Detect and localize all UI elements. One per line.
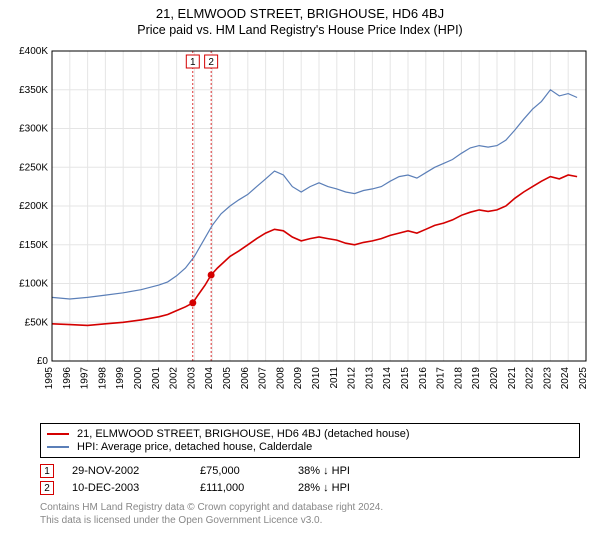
svg-text:£100K: £100K bbox=[19, 279, 48, 290]
svg-text:2004: 2004 bbox=[204, 367, 215, 390]
svg-text:1995: 1995 bbox=[44, 367, 55, 390]
svg-text:2009: 2009 bbox=[293, 367, 304, 390]
svg-text:£0: £0 bbox=[37, 356, 49, 367]
svg-text:2025: 2025 bbox=[578, 367, 589, 390]
svg-text:£150K: £150K bbox=[19, 240, 48, 251]
footer-line1: Contains HM Land Registry data © Crown c… bbox=[40, 501, 592, 514]
sale-marker-1: 1 bbox=[40, 464, 54, 478]
legend-row-hpi: HPI: Average price, detached house, Cald… bbox=[47, 441, 573, 453]
svg-text:2019: 2019 bbox=[471, 367, 482, 390]
legend-label-hpi: HPI: Average price, detached house, Cald… bbox=[77, 441, 312, 453]
sale-row: 2 10-DEC-2003 £111,000 28% ↓ HPI bbox=[40, 481, 592, 495]
svg-text:£400K: £400K bbox=[19, 46, 48, 57]
svg-text:1998: 1998 bbox=[97, 367, 108, 390]
svg-text:2021: 2021 bbox=[507, 367, 518, 390]
sales-list: 1 29-NOV-2002 £75,000 38% ↓ HPI 2 10-DEC… bbox=[40, 464, 592, 495]
legend-swatch-hpi bbox=[47, 446, 69, 448]
svg-text:2020: 2020 bbox=[489, 367, 500, 390]
sale-date: 29-NOV-2002 bbox=[72, 465, 182, 477]
svg-text:2018: 2018 bbox=[453, 367, 464, 390]
svg-text:2013: 2013 bbox=[364, 367, 375, 390]
svg-text:2016: 2016 bbox=[418, 367, 429, 390]
svg-text:2014: 2014 bbox=[382, 367, 393, 390]
svg-text:£50K: £50K bbox=[25, 317, 49, 328]
svg-text:2015: 2015 bbox=[400, 367, 411, 390]
svg-text:£250K: £250K bbox=[19, 162, 48, 173]
svg-text:1: 1 bbox=[190, 57, 196, 68]
svg-text:2003: 2003 bbox=[186, 367, 197, 390]
svg-text:£350K: £350K bbox=[19, 85, 48, 96]
sale-diff: 28% ↓ HPI bbox=[298, 482, 388, 494]
svg-text:2006: 2006 bbox=[240, 367, 251, 390]
page-subtitle: Price paid vs. HM Land Registry's House … bbox=[8, 23, 592, 37]
svg-text:2007: 2007 bbox=[258, 367, 269, 390]
svg-text:1996: 1996 bbox=[62, 367, 73, 390]
chart-svg: 1 2 £0 £50K £100K £150K £200K £250K £300K £350K £4… bbox=[8, 43, 592, 413]
svg-text:£200K: £200K bbox=[19, 201, 48, 212]
legend-row-property: 21, ELMWOOD STREET, BRIGHOUSE, HD6 4BJ (… bbox=[47, 428, 573, 440]
svg-text:2011: 2011 bbox=[329, 367, 340, 389]
svg-text:2010: 2010 bbox=[311, 367, 322, 390]
svg-text:2012: 2012 bbox=[347, 367, 358, 390]
footer-line2: This data is licensed under the Open Gov… bbox=[40, 514, 592, 527]
svg-text:2002: 2002 bbox=[169, 367, 180, 390]
sale-diff: 38% ↓ HPI bbox=[298, 465, 388, 477]
svg-text:2023: 2023 bbox=[542, 367, 553, 390]
svg-text:2005: 2005 bbox=[222, 367, 233, 390]
page-title: 21, ELMWOOD STREET, BRIGHOUSE, HD6 4BJ bbox=[8, 6, 592, 21]
sale-price: £111,000 bbox=[200, 482, 280, 494]
sale-date: 10-DEC-2003 bbox=[72, 482, 182, 494]
sale-row: 1 29-NOV-2002 £75,000 38% ↓ HPI bbox=[40, 464, 592, 478]
legend-swatch-property bbox=[47, 433, 69, 435]
svg-text:2024: 2024 bbox=[560, 367, 571, 390]
svg-text:£300K: £300K bbox=[19, 124, 48, 135]
sale-price: £75,000 bbox=[200, 465, 280, 477]
svg-text:1999: 1999 bbox=[115, 367, 126, 390]
svg-text:2000: 2000 bbox=[133, 367, 144, 390]
svg-text:2: 2 bbox=[208, 57, 214, 68]
price-chart: 1 2 £0 £50K £100K £150K £200K £250K £300K £350K £4… bbox=[8, 43, 592, 413]
legend-label-property: 21, ELMWOOD STREET, BRIGHOUSE, HD6 4BJ (… bbox=[77, 428, 410, 440]
sale-marker-2: 2 bbox=[40, 481, 54, 495]
legend-box: 21, ELMWOOD STREET, BRIGHOUSE, HD6 4BJ (… bbox=[40, 423, 580, 458]
svg-text:2017: 2017 bbox=[436, 367, 447, 390]
svg-text:2001: 2001 bbox=[151, 367, 162, 390]
svg-text:1997: 1997 bbox=[80, 367, 91, 390]
svg-text:2022: 2022 bbox=[525, 367, 536, 390]
svg-text:2008: 2008 bbox=[275, 367, 286, 390]
footer-attribution: Contains HM Land Registry data © Crown c… bbox=[40, 501, 592, 527]
